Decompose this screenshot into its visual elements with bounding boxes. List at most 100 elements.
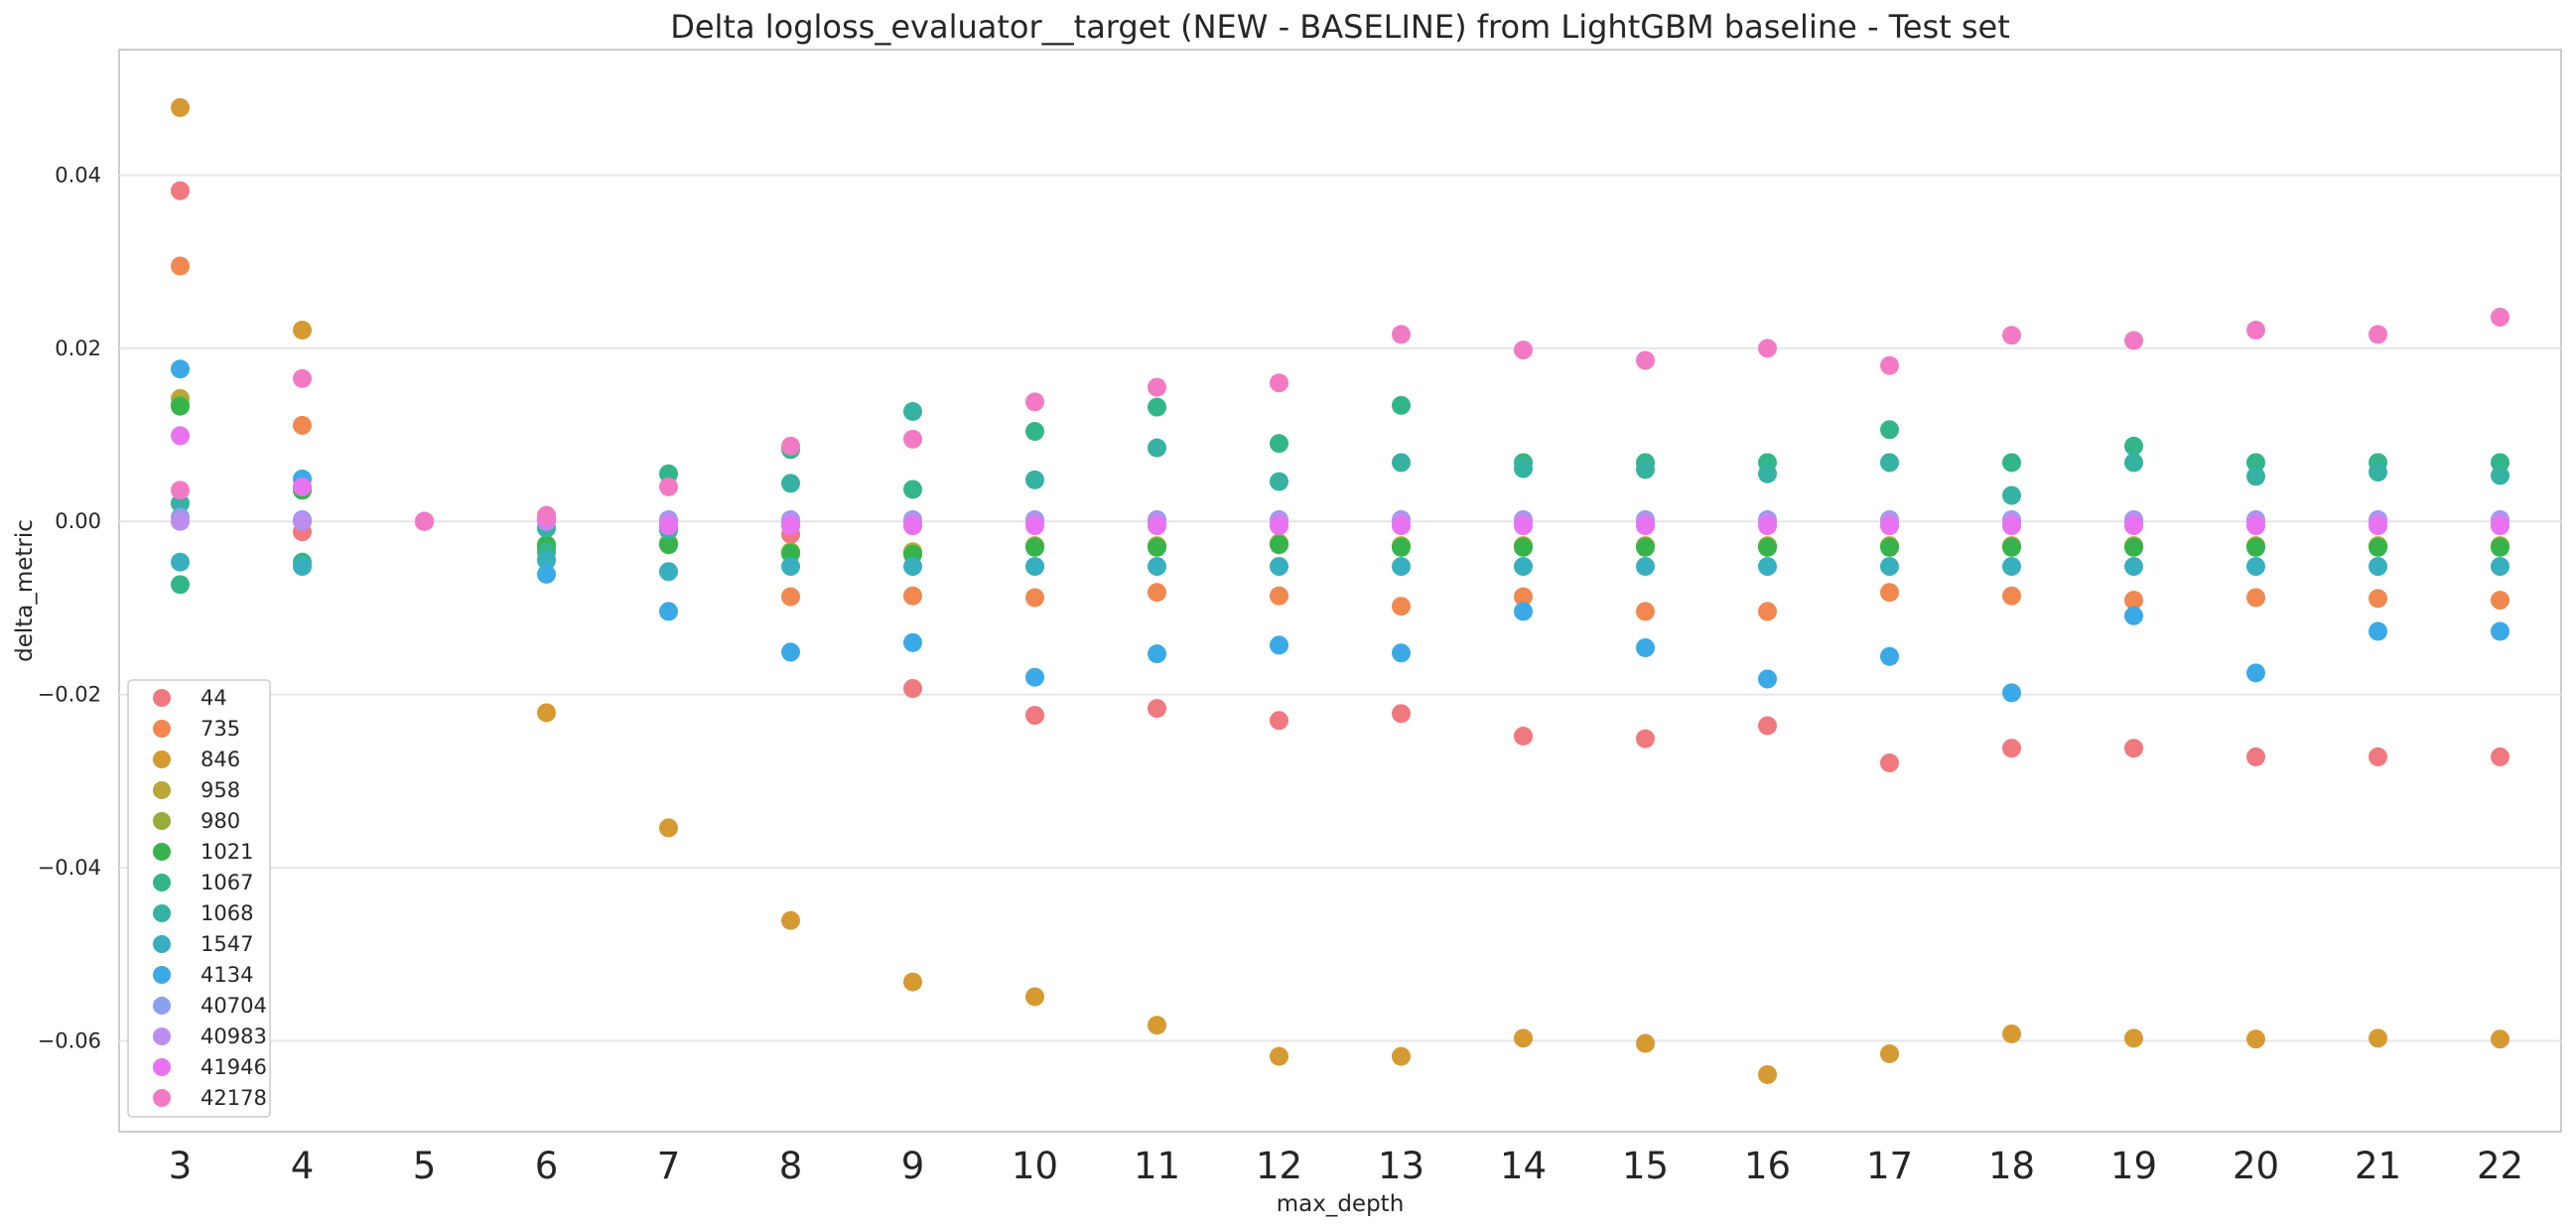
data-point [1270, 557, 1288, 577]
data-point [2124, 606, 2143, 625]
x-tick-label: 13 [1378, 1145, 1424, 1187]
data-point [171, 552, 190, 572]
data-point [1392, 1046, 1411, 1066]
data-point [1025, 987, 1044, 1007]
x-tick-label: 18 [1988, 1145, 2035, 1187]
data-point [171, 97, 190, 117]
data-point [2002, 453, 2021, 473]
data-point [2124, 516, 2143, 536]
data-point [1636, 729, 1655, 749]
data-point [903, 401, 922, 421]
data-point [1392, 453, 1411, 473]
data-point [1758, 669, 1777, 689]
data-point [1514, 557, 1533, 577]
data-point [1025, 392, 1044, 412]
data-point [659, 464, 678, 483]
x-tick-label: 20 [2233, 1145, 2279, 1187]
data-point [171, 396, 190, 416]
data-point [2124, 591, 2143, 611]
data-point [2002, 739, 2021, 758]
data-point [2002, 683, 2021, 703]
legend: 44 735 846 958 980 1021 1067 1068 1547 4134 40704 4… [127, 679, 271, 1118]
data-point [293, 511, 312, 531]
data-point [1758, 716, 1777, 736]
data-point [1514, 1028, 1533, 1048]
data-point [1758, 339, 1777, 358]
data-point [2124, 453, 2143, 473]
x-tick-label: 5 [413, 1145, 437, 1187]
data-point [2124, 1028, 2143, 1048]
data-point [1514, 341, 1533, 360]
legend-marker [153, 720, 171, 738]
data-point [659, 477, 678, 496]
data-point [2124, 739, 2143, 758]
data-point [293, 415, 312, 435]
data-point [415, 511, 434, 531]
data-point [2002, 586, 2021, 606]
data-point [2002, 485, 2021, 505]
legend-marker [153, 1027, 171, 1045]
y-tick-labels: 0.04 0.02 0.00 −0.02 −0.04 −0.06 [38, 163, 101, 1052]
data-point [2002, 1024, 2021, 1043]
data-point [903, 632, 922, 652]
x-tick-label: 12 [1256, 1145, 1302, 1187]
data-point [1270, 711, 1288, 731]
data-point [1514, 726, 1533, 746]
data-point [1636, 516, 1655, 536]
data-point [781, 474, 800, 493]
data-point [1758, 464, 1777, 483]
data-points [171, 97, 2509, 1084]
data-point [781, 910, 800, 930]
data-point [1636, 1033, 1655, 1053]
data-point [1636, 602, 1655, 621]
data-point [1270, 635, 1288, 655]
data-point [1025, 537, 1044, 557]
legend-entry: 40704 [201, 994, 267, 1018]
legend-marker [153, 812, 171, 830]
data-point [781, 544, 800, 564]
legend-marker [153, 966, 171, 984]
legend-entry: 42178 [201, 1086, 267, 1110]
data-point [1025, 516, 1044, 536]
data-point [537, 564, 556, 584]
data-point [1636, 638, 1655, 658]
y-tick-label: 0.00 [55, 509, 101, 533]
data-point [781, 557, 800, 577]
x-tick-label: 11 [1134, 1145, 1180, 1187]
data-point [2369, 537, 2387, 557]
data-point [2491, 537, 2509, 557]
y-tick-label: −0.04 [38, 856, 101, 880]
data-point [903, 557, 922, 577]
legend-marker [153, 689, 171, 707]
x-tick-labels: 3 4 5 6 7 8 9 10 11 12 13 14 15 16 17 18 19 20 21 22 [169, 1145, 2523, 1187]
data-point [2002, 537, 2021, 557]
data-point [2369, 463, 2387, 482]
y-tick-label: −0.02 [38, 683, 101, 707]
data-point [1514, 602, 1533, 621]
data-point [1148, 1016, 1166, 1035]
data-point [2369, 325, 2387, 344]
data-point [1880, 537, 1899, 557]
data-point [1148, 377, 1166, 397]
legend-marker [153, 997, 171, 1015]
legend-entry: 40983 [201, 1024, 267, 1048]
data-point [903, 516, 922, 536]
data-point [1636, 350, 1655, 370]
x-tick-label: 16 [1744, 1145, 1791, 1187]
data-point [1514, 537, 1533, 557]
data-point [2246, 321, 2265, 341]
data-point [659, 535, 678, 555]
plot-frame [118, 49, 2562, 1133]
data-point [1148, 644, 1166, 664]
data-point [1025, 667, 1044, 687]
x-tick-label: 22 [2477, 1145, 2523, 1187]
data-point [1270, 434, 1288, 454]
data-point [2246, 516, 2265, 536]
data-point [2246, 467, 2265, 486]
data-point [171, 493, 190, 513]
data-point [171, 359, 190, 379]
data-point [1758, 1064, 1777, 1084]
data-point [1392, 643, 1411, 663]
data-point [171, 181, 190, 201]
